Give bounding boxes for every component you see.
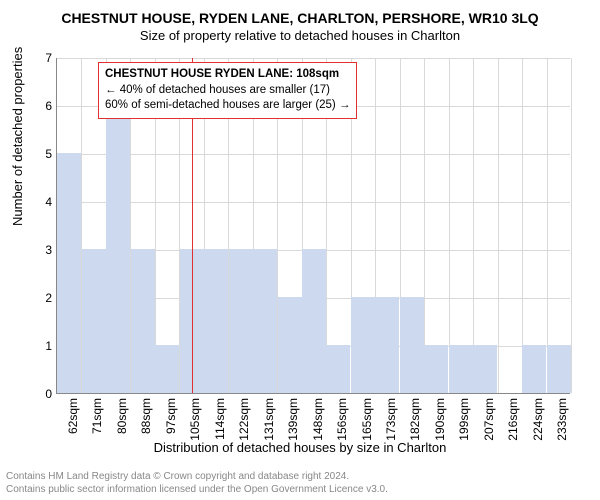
gridline-v [498, 58, 499, 393]
gridline-v [522, 58, 523, 393]
x-tick-label: 173sqm [384, 398, 398, 441]
x-tick-label: 114sqm [213, 398, 227, 440]
gridline-v [571, 58, 572, 393]
x-tick-label: 148sqm [311, 398, 325, 441]
bar [253, 249, 277, 393]
gridline-h [57, 202, 570, 203]
x-tick-label: 131sqm [262, 398, 276, 441]
x-tick-label: 224sqm [531, 398, 545, 441]
x-tick-label: 216sqm [506, 398, 520, 441]
x-tick-label: 97sqm [164, 398, 178, 434]
gridline-v [547, 58, 548, 393]
x-tick-label: 71sqm [90, 398, 104, 434]
x-tick-label: 88sqm [139, 398, 153, 434]
bar [106, 105, 130, 393]
gridline-v [473, 58, 474, 393]
bar [547, 345, 571, 393]
gridline-v [424, 58, 425, 393]
bar [449, 345, 473, 393]
bar [82, 249, 106, 393]
attribution-footer: Contains HM Land Registry data © Crown c… [6, 471, 388, 496]
bar [400, 297, 424, 393]
y-axis-label: Number of detached properties [10, 47, 25, 226]
page-title: CHESTNUT HOUSE, RYDEN LANE, CHARLTON, PE… [0, 0, 600, 26]
callout-line: CHESTNUT HOUSE RYDEN LANE: 108sqm [105, 67, 350, 83]
bar [375, 297, 399, 393]
x-tick-label: 156sqm [335, 398, 349, 441]
bar [473, 345, 497, 393]
callout-line: ← 40% of detached houses are smaller (17… [105, 83, 350, 99]
y-tick-label: 5 [40, 147, 52, 161]
gridline-h [57, 58, 570, 59]
footer-line: Contains public sector information licen… [6, 484, 388, 497]
reference-callout: CHESTNUT HOUSE RYDEN LANE: 108sqm← 40% o… [98, 62, 357, 119]
gridline-h [57, 154, 570, 155]
bar [302, 249, 326, 393]
callout-line: 60% of semi-detached houses are larger (… [105, 98, 350, 114]
x-tick-label: 80sqm [115, 398, 129, 434]
y-tick-label: 7 [40, 51, 52, 65]
x-tick-label: 122sqm [237, 398, 251, 441]
y-tick-label: 1 [40, 339, 52, 353]
bar [131, 249, 155, 393]
y-tick-label: 6 [40, 99, 52, 113]
x-tick-label: 207sqm [482, 398, 496, 441]
page-subtitle: Size of property relative to detached ho… [0, 26, 600, 43]
x-tick-label: 105sqm [188, 398, 202, 441]
bar [278, 297, 302, 393]
y-tick-label: 0 [40, 387, 52, 401]
bar [204, 249, 228, 393]
x-tick-label: 233sqm [555, 398, 569, 441]
bar [229, 249, 253, 393]
x-tick-label: 199sqm [457, 398, 471, 441]
y-tick-label: 4 [40, 195, 52, 209]
bar [522, 345, 546, 393]
x-tick-label: 182sqm [408, 398, 422, 441]
bar [424, 345, 448, 393]
x-tick-label: 62sqm [66, 398, 80, 434]
x-tick-label: 190sqm [433, 398, 447, 441]
bar [326, 345, 350, 393]
y-tick-label: 3 [40, 243, 52, 257]
x-tick-label: 165sqm [360, 398, 374, 441]
gridline-v [449, 58, 450, 393]
x-tick-label: 139sqm [286, 398, 300, 441]
footer-line: Contains HM Land Registry data © Crown c… [6, 471, 388, 484]
bar [57, 153, 81, 393]
bar [155, 345, 179, 393]
x-axis-label: Distribution of detached houses by size … [0, 440, 600, 455]
bar [351, 297, 375, 393]
y-tick-label: 2 [40, 291, 52, 305]
